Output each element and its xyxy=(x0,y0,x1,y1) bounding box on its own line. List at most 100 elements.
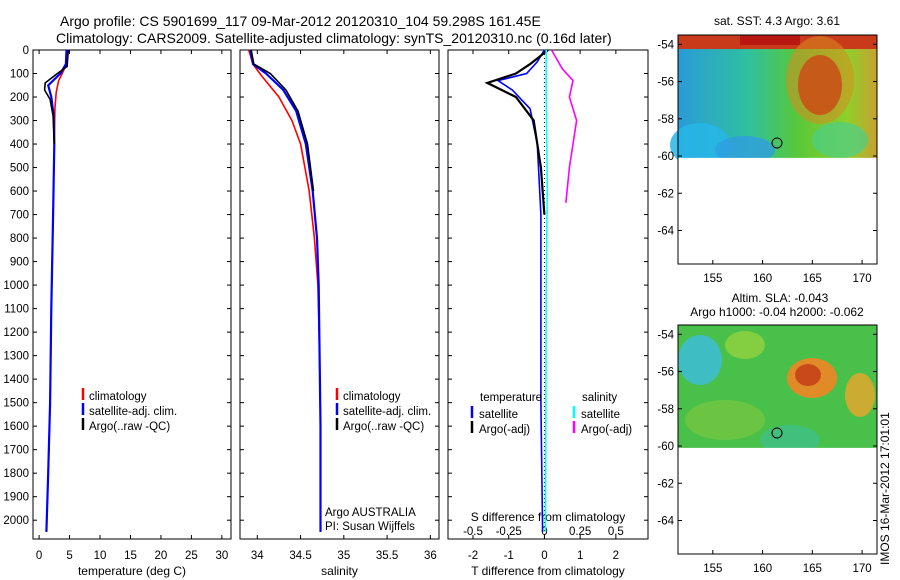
map-lon-tick-label: 160 xyxy=(753,563,772,575)
depth-tick-label: 1600 xyxy=(3,421,29,433)
temperature-series-argo-raw-qc- xyxy=(43,49,70,145)
difference-legend-label: Argo(-adj) xyxy=(479,424,530,436)
difference-series-argo-adj- xyxy=(484,49,549,215)
depth-tick-label: 1000 xyxy=(3,280,29,292)
sla-heatmap-image xyxy=(678,325,877,460)
salinity-panel: 34 34.5 35 35.5 36 salinity climatology satelli… xyxy=(239,49,440,578)
difference-xtick-label: 0 xyxy=(541,550,547,562)
header-line-1: Argo profile: CS 5901699_117 09-Mar-2012… xyxy=(60,13,541,29)
difference-axes-frame xyxy=(447,49,649,540)
temperature-legend-label: Argo(..raw -QC) xyxy=(89,421,170,433)
sst-cold-patch xyxy=(670,123,730,167)
salinity-legend-label: Argo(..raw -QC) xyxy=(343,421,424,433)
depth-tick-label: 300 xyxy=(10,116,29,128)
map-lat-tick-label: -60 xyxy=(657,151,674,163)
depth-tick-label: 2000 xyxy=(3,515,29,527)
sla-mid-patch-2 xyxy=(685,400,765,440)
sst-mid-patch xyxy=(812,122,868,158)
temperature-xtick-label: 15 xyxy=(124,550,137,562)
map-lat-tick-label: -64 xyxy=(657,515,674,527)
sla-high-core xyxy=(795,364,821,386)
temperature-xtick-label: 20 xyxy=(155,550,168,562)
imos-timestamp: IMOS 16-Mar-2012 17:01:01 xyxy=(878,412,892,565)
depth-tick-label: 1900 xyxy=(3,492,29,504)
difference-xtick-label: 2 xyxy=(613,550,619,562)
depth-tick-label: 800 xyxy=(10,233,29,245)
salinity-legend-label: climatology xyxy=(343,391,401,403)
sst-map-panel: -54 -56 -58 -60 -62 -64 155 160 165 170 sat. SST:… xyxy=(657,14,878,285)
depth-tick-label: 1100 xyxy=(4,304,29,316)
sla-low-patch-2 xyxy=(760,425,820,455)
salinity-diff-tick-label: 0 xyxy=(541,526,547,538)
difference-legend-label: satellite xyxy=(479,409,518,421)
sst-map-title: sat. SST: 4.3 Argo: 3.61 xyxy=(714,14,840,28)
sla-high-patch-2 xyxy=(845,373,875,417)
sst-warm-halo xyxy=(786,36,854,124)
depth-tick-label: 600 xyxy=(10,186,29,198)
depth-tick-label: 700 xyxy=(10,210,29,222)
salinity-axes-frame xyxy=(239,49,440,540)
map-lat-tick-label: -62 xyxy=(657,188,674,200)
map-lon-tick-label: 165 xyxy=(803,563,822,575)
map-lon-tick-label: 160 xyxy=(753,273,772,285)
salinity-diff-tick-label: 0.5 xyxy=(608,526,624,538)
map-lat-tick-label: -64 xyxy=(657,225,674,237)
sst-axes: -54 -56 -58 -60 -62 -64 155 160 165 170 xyxy=(657,34,878,285)
sla-axes: -54 -56 -58 -60 -62 -64 155 160 165 170 xyxy=(657,324,878,575)
temperature-legend-label: satellite-adj. clim. xyxy=(89,406,177,418)
difference-xlabel-top: S difference from climatology xyxy=(471,510,626,524)
salinity-xtick-label: 34.5 xyxy=(289,550,311,562)
map-axes-frame xyxy=(677,34,878,265)
depth-tick-label: 0 xyxy=(23,45,29,57)
temperature-xtick-label: 0 xyxy=(36,550,42,562)
salinity-xtick-label: 35.5 xyxy=(376,550,398,562)
salinity-xtick-label: 36 xyxy=(424,550,437,562)
map-lat-tick-label: -58 xyxy=(657,114,674,126)
difference-legend-label: satellite xyxy=(581,409,620,421)
depth-tick-label: 100 xyxy=(10,69,29,81)
map-lat-tick-label: -60 xyxy=(657,441,674,453)
sst-heatmap-image xyxy=(670,35,877,167)
difference-legend-title-salinity: salinity xyxy=(582,392,617,404)
temperature-xtick-label: 10 xyxy=(94,550,107,562)
map-no-data-area xyxy=(678,447,877,554)
depth-tick-label: 200 xyxy=(10,92,29,104)
difference-panel: -2 -1 0 1 2 T difference from climatology -0.5… xyxy=(447,49,649,578)
depth-tick-label: 900 xyxy=(10,257,29,269)
difference-series-satellite xyxy=(544,50,549,532)
sst-cold-patch-2 xyxy=(715,136,775,164)
salinity-xlabel: salinity xyxy=(321,564,358,578)
difference-xtick-label: 1 xyxy=(577,550,583,562)
salinity-diff-tick-label: 0.25 xyxy=(569,526,591,538)
temperature-xtick-label: 30 xyxy=(215,550,228,562)
difference-series-satellite xyxy=(496,49,546,532)
map-lat-tick-label: -58 xyxy=(657,404,674,416)
temperature-series-satellite-adj-clim- xyxy=(45,49,68,532)
sla-low-patch xyxy=(678,335,722,385)
map-lat-tick-label: -54 xyxy=(657,39,674,51)
map-lon-tick-label: 170 xyxy=(852,273,871,285)
salinity-annotation-line: Argo AUSTRALIA xyxy=(325,507,416,519)
depth-tick-label: 1800 xyxy=(3,468,29,480)
depth-tick-label: 1500 xyxy=(3,398,29,410)
map-lat-tick-label: -54 xyxy=(657,329,674,341)
sst-warm-patch xyxy=(740,35,800,45)
sla-map-panel: -54 -56 -58 -60 -62 -64 155 160 165 170 Altim. SL… xyxy=(657,291,878,575)
map-lon-tick-label: 155 xyxy=(703,273,722,285)
depth-tick-label: 1400 xyxy=(3,374,29,386)
salinity-xtick-label: 35 xyxy=(337,550,350,562)
salinity-annotation-line: PI: Susan Wijffels xyxy=(325,521,415,533)
map-lat-tick-label: -62 xyxy=(657,478,674,490)
map-lon-tick-label: 165 xyxy=(803,273,822,285)
depth-tick-label: 400 xyxy=(10,139,29,151)
map-lat-tick-label: -56 xyxy=(657,367,674,379)
temperature-panel: 0100200300400500600700800900100011001200… xyxy=(3,45,232,578)
sla-mid-patch xyxy=(725,331,765,359)
sla-map-subtitle: Argo h1000: -0.04 h2000: -0.062 xyxy=(690,305,864,319)
salinity-legend-label: satellite-adj. clim. xyxy=(343,406,431,418)
temperature-axes-frame xyxy=(32,49,232,540)
salinity-series-climatology xyxy=(247,49,322,532)
map-axes-frame xyxy=(677,324,878,555)
difference-legend-label: Argo(-adj) xyxy=(581,424,632,436)
